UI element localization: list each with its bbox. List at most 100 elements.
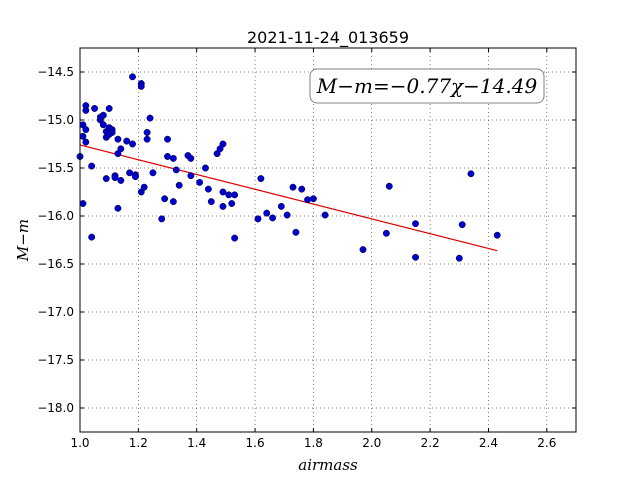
data-point bbox=[207, 198, 215, 206]
data-point bbox=[143, 129, 151, 136]
data-point bbox=[169, 154, 177, 162]
data-point bbox=[196, 178, 204, 186]
data-point bbox=[82, 138, 90, 146]
fit-line-layer bbox=[79, 144, 498, 252]
data-point bbox=[467, 170, 475, 178]
fit-equation: M−m=−0.77χ−14.49 bbox=[316, 74, 538, 98]
data-point bbox=[164, 135, 171, 143]
annotation-box bbox=[309, 68, 545, 104]
y-tick-label: −17.5 bbox=[37, 353, 74, 367]
data-point bbox=[231, 234, 239, 242]
y-tick-label: −15.5 bbox=[37, 161, 74, 175]
data-point bbox=[158, 215, 166, 223]
data-point bbox=[129, 140, 136, 148]
x-tick-label: 2.4 bbox=[479, 436, 498, 450]
y-tick-label: −15.0 bbox=[37, 113, 74, 127]
y-tick-label: −18.0 bbox=[37, 401, 74, 415]
data-point bbox=[187, 172, 195, 180]
data-point bbox=[91, 105, 99, 112]
data-point bbox=[79, 132, 87, 140]
data-point bbox=[123, 137, 131, 145]
data-point bbox=[143, 135, 151, 143]
data-point bbox=[359, 246, 367, 254]
x-tick-label: 2.2 bbox=[421, 436, 440, 450]
fit-line bbox=[79, 144, 498, 252]
data-point bbox=[225, 191, 233, 199]
data-point bbox=[108, 129, 116, 136]
plot-frame bbox=[79, 47, 577, 433]
data-point bbox=[254, 215, 262, 223]
data-point bbox=[263, 209, 271, 217]
data-point bbox=[283, 211, 291, 219]
data-point bbox=[289, 183, 297, 191]
data-point bbox=[175, 181, 183, 189]
data-point bbox=[382, 229, 390, 237]
data-point bbox=[292, 228, 300, 236]
data-point bbox=[219, 188, 227, 196]
fit-annotation: M−m=−0.77χ−14.49 bbox=[309, 68, 545, 104]
y-tick-label: −16.0 bbox=[37, 209, 74, 223]
data-points bbox=[76, 73, 501, 262]
data-point bbox=[169, 198, 177, 206]
data-point bbox=[79, 200, 87, 207]
data-point bbox=[412, 253, 419, 261]
chart-title: 2021-11-24_013659 bbox=[247, 28, 409, 48]
x-tick-label: 1.4 bbox=[187, 436, 206, 450]
x-tick-label: 1.8 bbox=[304, 436, 323, 450]
data-point bbox=[309, 195, 317, 203]
data-point bbox=[99, 121, 107, 129]
data-point bbox=[88, 162, 96, 170]
data-point bbox=[129, 73, 136, 81]
y-axis-label: M−m bbox=[14, 219, 32, 262]
x-tick-label: 1.0 bbox=[70, 436, 89, 450]
data-point bbox=[231, 191, 239, 199]
data-point bbox=[131, 173, 139, 181]
data-point bbox=[117, 177, 125, 184]
x-axis-label: airmass bbox=[298, 456, 358, 474]
data-point bbox=[88, 233, 96, 241]
data-point bbox=[204, 185, 212, 193]
data-point bbox=[257, 175, 265, 183]
data-point bbox=[164, 153, 171, 160]
y-tick-label: −17.0 bbox=[37, 305, 74, 319]
data-point bbox=[114, 204, 122, 212]
data-point bbox=[117, 145, 125, 153]
data-point bbox=[202, 164, 209, 172]
data-point bbox=[298, 185, 306, 193]
data-point bbox=[140, 183, 148, 191]
tick-labels: 1.0 1.2 1.4 1.6 1.8 2.0 2.2 2.4 2.6 −14.5 −15.0 −15… bbox=[37, 65, 556, 450]
data-point bbox=[219, 202, 227, 210]
data-point bbox=[304, 196, 312, 204]
x-tick-label: 2.6 bbox=[537, 436, 556, 450]
data-point bbox=[82, 126, 90, 134]
data-point bbox=[187, 154, 195, 162]
data-point bbox=[161, 195, 169, 203]
data-point bbox=[114, 135, 122, 143]
data-point bbox=[228, 200, 236, 207]
data-point bbox=[458, 221, 466, 229]
data-point bbox=[146, 114, 154, 122]
data-point bbox=[102, 175, 110, 183]
data-point bbox=[149, 169, 157, 177]
data-point bbox=[277, 202, 285, 210]
data-point bbox=[321, 211, 329, 219]
data-point bbox=[99, 111, 107, 119]
data-point bbox=[105, 105, 113, 112]
data-point bbox=[172, 166, 180, 174]
data-point bbox=[455, 254, 463, 262]
data-point bbox=[126, 169, 134, 177]
x-tick-label: 2.0 bbox=[362, 436, 381, 450]
data-point bbox=[82, 106, 90, 114]
data-point bbox=[219, 140, 227, 148]
data-point bbox=[493, 231, 501, 239]
data-point bbox=[137, 82, 145, 90]
data-point bbox=[385, 182, 393, 190]
data-point bbox=[412, 220, 419, 228]
data-point bbox=[111, 174, 119, 182]
data-point bbox=[269, 214, 277, 222]
axis-ticks bbox=[79, 48, 576, 432]
y-tick-label: −14.5 bbox=[37, 65, 74, 79]
x-tick-label: 1.2 bbox=[129, 436, 148, 450]
x-tick-label: 1.6 bbox=[246, 436, 265, 450]
